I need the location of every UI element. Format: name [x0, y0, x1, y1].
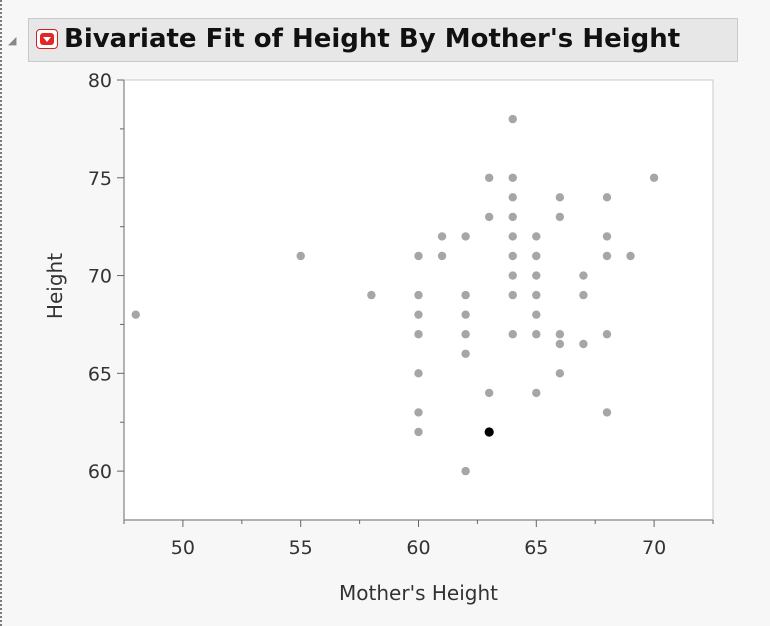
- outline-header[interactable]: [28, 18, 738, 62]
- data-point[interactable]: [437, 232, 447, 241]
- data-point[interactable]: [508, 232, 517, 241]
- y-tick-label: 60: [88, 461, 112, 483]
- y-tick-label: 75: [88, 168, 112, 190]
- data-point[interactable]: [602, 330, 612, 339]
- data-point[interactable]: [461, 290, 470, 300]
- data-point[interactable]: [484, 212, 494, 222]
- data-point[interactable]: [461, 330, 470, 339]
- x-tick-label: 50: [171, 537, 195, 559]
- data-point[interactable]: [579, 339, 588, 349]
- data-point[interactable]: [555, 339, 565, 349]
- data-point[interactable]: [532, 290, 541, 300]
- collapse-triangle-icon[interactable]: ◢: [8, 34, 17, 47]
- data-point[interactable]: [649, 173, 659, 182]
- data-point[interactable]: [461, 466, 470, 476]
- data-point[interactable]: [367, 290, 376, 300]
- data-point[interactable]: [555, 330, 565, 339]
- data-point[interactable]: [437, 251, 447, 261]
- data-point[interactable]: [414, 290, 423, 300]
- data-point[interactable]: [602, 408, 612, 417]
- data-point[interactable]: [508, 271, 517, 280]
- data-point[interactable]: [555, 369, 565, 378]
- data-point[interactable]: [484, 388, 494, 398]
- x-tick-label: 70: [642, 537, 666, 559]
- selected-data-point[interactable]: [484, 427, 494, 437]
- data-point[interactable]: [414, 408, 423, 417]
- y-axis-title: Height: [43, 253, 67, 319]
- red-triangle-menu-icon[interactable]: [36, 29, 58, 49]
- data-point[interactable]: [508, 251, 517, 261]
- data-point[interactable]: [414, 427, 423, 437]
- data-point[interactable]: [555, 212, 565, 222]
- data-point[interactable]: [414, 330, 423, 339]
- data-point[interactable]: [508, 193, 517, 202]
- report-title: Bivariate Fit of Height By Mother's Heig…: [64, 24, 681, 54]
- data-point[interactable]: [579, 290, 588, 300]
- x-tick-label: 65: [524, 537, 548, 559]
- data-point[interactable]: [626, 251, 635, 261]
- data-point[interactable]: [602, 232, 612, 241]
- plot-area: [123, 79, 714, 521]
- x-tick-label: 60: [406, 537, 430, 559]
- data-point[interactable]: [508, 290, 517, 300]
- data-point[interactable]: [532, 251, 541, 261]
- data-point[interactable]: [414, 251, 423, 261]
- outline-dotted-border: [0, 0, 2, 626]
- y-tick-label: 65: [88, 363, 112, 385]
- data-point[interactable]: [461, 232, 470, 241]
- y-tick-label: 80: [88, 70, 112, 92]
- data-point[interactable]: [508, 173, 517, 182]
- data-point[interactable]: [579, 271, 588, 280]
- data-point[interactable]: [532, 388, 541, 398]
- data-point[interactable]: [602, 251, 612, 261]
- data-point[interactable]: [532, 271, 541, 280]
- data-point[interactable]: [555, 193, 565, 202]
- data-point[interactable]: [131, 310, 140, 319]
- data-point[interactable]: [461, 349, 470, 358]
- x-axis-title: Mother's Height: [339, 581, 498, 605]
- x-tick-label: 55: [289, 537, 313, 559]
- data-point[interactable]: [532, 232, 541, 241]
- data-point[interactable]: [602, 193, 612, 202]
- data-point[interactable]: [532, 330, 541, 339]
- data-point[interactable]: [484, 173, 494, 182]
- data-point[interactable]: [461, 310, 470, 319]
- data-point[interactable]: [532, 310, 541, 319]
- data-point[interactable]: [508, 212, 517, 222]
- data-point[interactable]: [508, 114, 517, 124]
- data-point[interactable]: [414, 310, 423, 319]
- data-point[interactable]: [508, 330, 517, 339]
- y-tick-label: 70: [88, 266, 112, 288]
- data-point[interactable]: [414, 369, 423, 378]
- data-point[interactable]: [296, 251, 305, 261]
